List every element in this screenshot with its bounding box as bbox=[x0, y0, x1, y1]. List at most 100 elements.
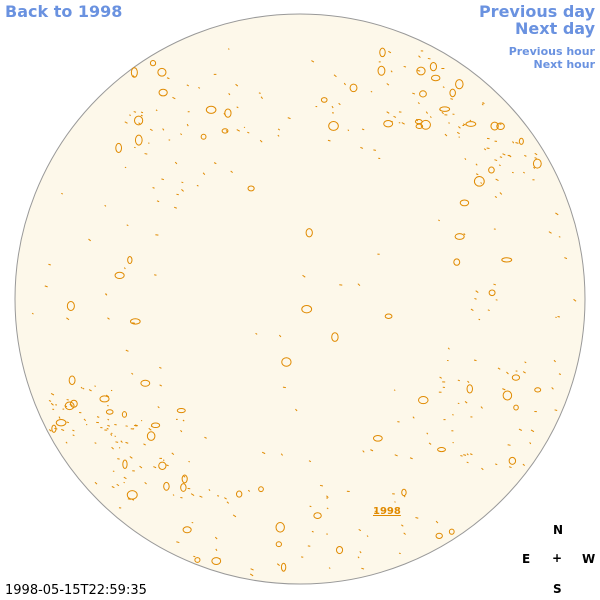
contour-mark bbox=[107, 317, 110, 320]
contour-mark bbox=[140, 114, 143, 117]
previous-day-link[interactable]: Previous day bbox=[478, 2, 595, 21]
contour-mark bbox=[326, 495, 329, 498]
contour-mark bbox=[148, 427, 152, 431]
compass-south: S bbox=[553, 582, 562, 596]
contour-mark bbox=[437, 447, 446, 453]
contour-mark bbox=[182, 526, 192, 534]
contour-mark bbox=[213, 162, 217, 165]
contour-mark bbox=[217, 495, 220, 497]
contour-mark bbox=[275, 541, 282, 548]
contour-mark bbox=[481, 467, 484, 471]
next-hour-link[interactable]: Next hour bbox=[533, 58, 596, 71]
contour-mark bbox=[452, 414, 454, 416]
contour-mark bbox=[124, 121, 128, 124]
contour-mark bbox=[121, 411, 128, 418]
contour-mark bbox=[496, 122, 505, 131]
contour-mark bbox=[523, 171, 526, 174]
contour-mark bbox=[104, 204, 107, 207]
contour-mark bbox=[105, 293, 108, 296]
contour-mark bbox=[96, 416, 100, 418]
contour-mark bbox=[107, 424, 111, 427]
contour-mark bbox=[377, 65, 386, 76]
contour-mark bbox=[122, 459, 128, 470]
contour-mark bbox=[463, 233, 466, 236]
contour-mark bbox=[455, 79, 464, 90]
back-to-year-link[interactable]: Back to 1998 bbox=[5, 2, 123, 21]
contour-mark bbox=[181, 181, 184, 184]
contour-mark bbox=[419, 90, 427, 98]
contour-mark bbox=[258, 486, 264, 493]
contour-mark bbox=[534, 157, 537, 159]
contour-mark bbox=[214, 536, 218, 540]
contour-mark bbox=[373, 149, 377, 151]
contour-mark bbox=[139, 465, 143, 469]
contour-mark bbox=[409, 457, 413, 460]
contour-mark bbox=[174, 161, 178, 165]
contour-mark bbox=[456, 131, 460, 135]
contour-mark bbox=[428, 442, 432, 445]
contour-mark bbox=[129, 456, 133, 459]
contour-mark bbox=[425, 111, 428, 114]
contour-mark bbox=[176, 407, 186, 414]
contour-mark bbox=[507, 444, 511, 446]
previous-hour-link[interactable]: Previous hour bbox=[508, 45, 595, 58]
contour-mark bbox=[115, 441, 119, 443]
contour-mark bbox=[133, 115, 144, 126]
contour-mark bbox=[558, 373, 562, 375]
contour-mark bbox=[502, 388, 506, 391]
contour-mark bbox=[358, 528, 362, 532]
contour-mark bbox=[512, 141, 515, 144]
contour-mark bbox=[450, 98, 454, 100]
contour-mark bbox=[357, 283, 361, 286]
contour-mark bbox=[125, 349, 129, 352]
contour-mark bbox=[180, 133, 183, 136]
contour-mark bbox=[359, 550, 362, 554]
contour-mark bbox=[499, 192, 503, 195]
contour-mark bbox=[320, 97, 328, 103]
contour-mark bbox=[393, 115, 397, 118]
contour-mark bbox=[129, 114, 132, 116]
contour-mark bbox=[161, 178, 165, 181]
contour-mark bbox=[328, 121, 339, 131]
contour-mark bbox=[301, 304, 313, 314]
contour-mark bbox=[401, 122, 405, 125]
contour-mark bbox=[444, 133, 448, 137]
contour-mark bbox=[202, 172, 206, 175]
contour-mark bbox=[551, 387, 554, 390]
contour-mark bbox=[478, 318, 481, 321]
contour-mark bbox=[157, 67, 167, 77]
contour-mark bbox=[511, 374, 521, 381]
contour-mark bbox=[211, 557, 222, 565]
contour-mark bbox=[54, 427, 58, 430]
year-link[interactable]: 1998 bbox=[373, 506, 401, 517]
contour-mark bbox=[534, 387, 542, 393]
contour-mark bbox=[418, 55, 421, 58]
contour-mark bbox=[162, 128, 165, 131]
contour-mark bbox=[347, 129, 350, 132]
contour-mark bbox=[61, 192, 64, 195]
contour-mark bbox=[487, 309, 490, 312]
contour-mark bbox=[165, 464, 169, 467]
contour-mark bbox=[398, 552, 401, 555]
next-day-link[interactable]: Next day bbox=[515, 19, 595, 38]
contour-mark bbox=[448, 528, 455, 535]
contour-mark bbox=[488, 166, 495, 174]
contour-mark bbox=[144, 153, 148, 155]
contour-mark bbox=[435, 532, 443, 539]
contour-mark bbox=[386, 83, 390, 86]
contour-mark bbox=[313, 512, 322, 519]
contour-mark bbox=[125, 441, 129, 444]
contour-mark bbox=[522, 463, 526, 467]
contour-mark bbox=[308, 460, 312, 463]
contour-mark bbox=[123, 267, 126, 270]
contour-mark bbox=[110, 433, 113, 436]
contour-mark bbox=[533, 166, 536, 169]
contour-mark bbox=[50, 402, 54, 406]
contour-mark bbox=[462, 123, 466, 126]
contour-mark bbox=[144, 482, 147, 485]
contour-mark bbox=[126, 490, 138, 500]
contour-mark bbox=[190, 493, 195, 497]
contour-mark bbox=[276, 563, 280, 567]
contour-mark bbox=[158, 461, 167, 470]
contour-mark bbox=[226, 501, 230, 504]
